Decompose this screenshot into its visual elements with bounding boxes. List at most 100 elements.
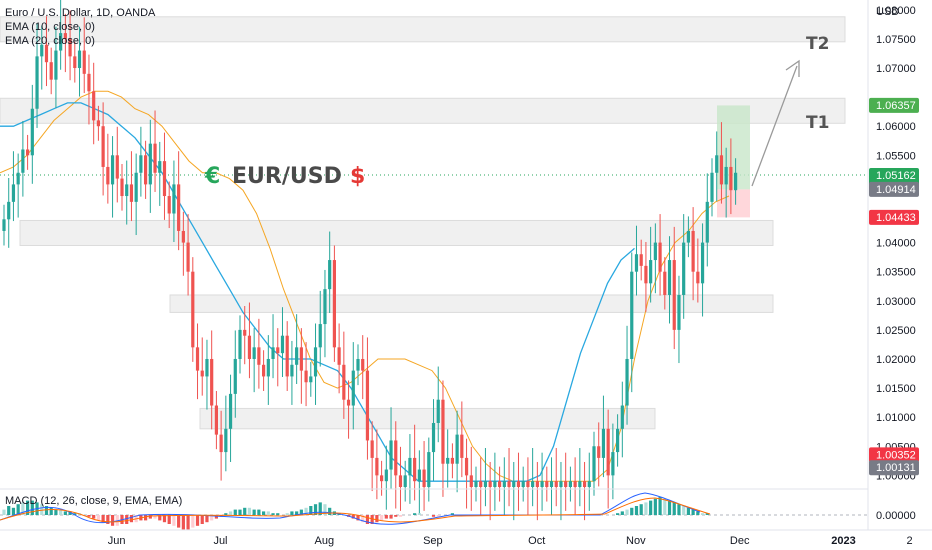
macd-bar [110,515,115,526]
macd-bar [153,515,157,519]
candle-body [299,347,303,371]
time-tick-label: Jun [108,535,126,547]
symbol-legend[interactable]: Euro / U.S. Dollar, 1D, OANDA [5,7,156,19]
candle-body [332,260,336,348]
candle-body [427,452,431,487]
candle-body [672,260,676,330]
price-tick-label: 1.05500 [876,150,916,162]
candle-body [162,161,167,197]
candle-body [516,481,521,487]
macd-bar [361,515,365,523]
candle-body [247,335,252,359]
candle-body [68,38,72,57]
candle-body [554,481,558,487]
candle-body [483,481,488,487]
candle-body [663,271,667,295]
macd-bar [262,511,266,515]
price-tick-label: 1.03000 [876,296,916,308]
candle-body [153,143,157,173]
candle-body [389,440,393,470]
candle-body [110,155,115,185]
candle-body [649,260,653,284]
macd-bar [375,515,379,523]
candle-body [479,481,483,487]
time-tick-label: 2023 [831,535,855,547]
candle-body [40,44,44,57]
candle-body [370,440,374,458]
price-badge [869,181,919,197]
macd-bar [417,513,421,515]
candle-body [431,422,436,453]
candle-body [16,172,20,185]
zone-4 [199,407,656,430]
macd-bar [172,515,176,526]
ema10-legend[interactable]: EMA (10, close, 0) [5,21,95,33]
candle-body [564,481,568,487]
candle-body [644,265,648,284]
candle-body [167,196,171,214]
candle-body [677,294,681,330]
macd-bar [54,509,58,515]
macd-bar [398,515,403,517]
macd-legend[interactable]: MACD (12, 26, close, 9, EMA, EMA) [5,495,183,507]
price-tick-label: 1.07500 [876,34,916,46]
macd-bar [700,513,705,515]
candle-body [323,289,327,325]
time-axis[interactable]: Jun Jul Aug Sep Oct Nov Dec 2023 2 [108,535,913,547]
macd-bar [200,515,204,524]
candle-body [436,399,440,423]
macd-bar [243,507,247,515]
candle-body [54,50,58,80]
macd-bar [40,504,44,515]
candle-body [35,56,39,109]
price-tick-label: 1.08000 [876,5,916,17]
candle-body [63,33,67,39]
candle-body [531,481,535,487]
candle-body [266,358,270,377]
ema20-legend[interactable]: EMA (20, close, 0) [5,35,95,47]
candle-body [44,44,49,63]
candle-body [667,260,672,295]
target-t2-label: T2 [806,34,829,54]
price-badge-label: 1.00131 [876,462,916,474]
macd-bar [394,515,398,517]
macd-bar [144,515,148,521]
dollar-icon: $ [350,164,365,189]
candle-body [7,201,11,220]
macd-bar [26,500,30,515]
candle-body [639,254,643,266]
macd-bar [677,504,681,515]
candle-body [587,481,591,487]
macd-bar [295,511,299,515]
candle-body [653,242,657,261]
price-tick-label: 1.01000 [876,412,916,424]
macd-bar [129,515,134,523]
macd-bar [87,515,91,517]
macd-bar [328,507,332,515]
macd-bar [63,511,67,515]
candle-body [545,481,549,487]
candle-body [502,481,506,487]
candle-body [186,242,190,272]
candle-body [696,271,700,284]
price-badges: 1.063571.0516202:28:111.049141.044331.00… [869,97,919,476]
macd-value-label: 0.00000 [876,510,916,522]
price-axis[interactable]: 1.08000 1.07500 1.07000 1.06000 1.05500 1.040… [876,5,916,483]
candle-body [290,364,294,377]
candle-body [384,469,388,482]
macd-bar [92,515,96,519]
candle-body [422,469,426,487]
price-badge-label: 1.05162 [876,170,916,182]
candle-body [394,440,398,476]
price-badge-label: 1.06357 [876,100,916,112]
macd-bar [663,498,667,515]
candle-body [115,155,119,179]
macd-bar [177,515,181,528]
macd-bar [257,509,261,515]
candle-body [705,201,709,243]
macd-bar [290,511,294,515]
candle-body [328,260,332,290]
candle-body [26,149,30,156]
candle-body [498,481,502,487]
